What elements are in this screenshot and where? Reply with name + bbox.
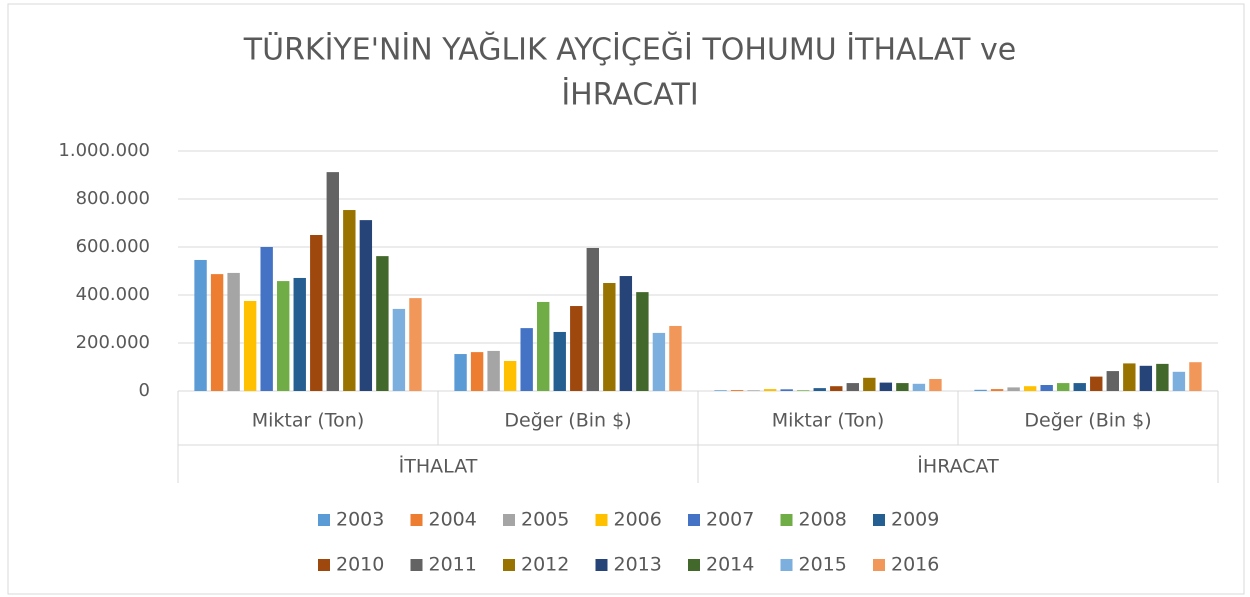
bar <box>326 172 339 391</box>
bar <box>293 277 306 391</box>
legend-swatch <box>503 514 515 526</box>
y-tick-label: 200.000 <box>76 332 150 353</box>
chart-title: İHRACATI <box>561 77 698 113</box>
legend-swatch <box>410 559 423 571</box>
bar <box>780 389 793 391</box>
y-tick-label: 800.000 <box>76 188 150 209</box>
legend-label: 2014 <box>706 554 754 576</box>
legend-swatch <box>318 559 330 571</box>
x-tick-label: Miktar (Ton) <box>772 410 885 432</box>
legend-label: 2003 <box>336 509 384 531</box>
legend-label: 2016 <box>891 554 939 576</box>
bar <box>813 388 826 391</box>
bar <box>763 389 777 391</box>
bar <box>669 325 682 391</box>
legend-label: 2011 <box>429 554 477 576</box>
legend-swatch <box>688 559 700 571</box>
legend-swatch <box>873 559 885 571</box>
bar <box>912 383 926 391</box>
legend-swatch <box>410 514 423 526</box>
category-group-label: İHRACAT <box>917 455 999 478</box>
y-tick-label: 600.000 <box>76 236 150 257</box>
bar <box>747 390 760 391</box>
y-tick-label: 400.000 <box>76 284 150 305</box>
bar <box>487 350 500 391</box>
bar <box>1040 385 1053 391</box>
bar <box>454 354 467 391</box>
bar <box>586 247 599 391</box>
bar <box>1189 362 1202 391</box>
legend-label: 2005 <box>521 509 569 531</box>
bar <box>1007 387 1020 391</box>
bar <box>227 272 240 391</box>
bar <box>714 390 727 391</box>
bar <box>260 247 273 391</box>
category-group-label: İTHALAT <box>399 455 478 478</box>
legend-label: 2007 <box>706 509 754 531</box>
legend-label: 2010 <box>336 554 384 576</box>
bar <box>1090 376 1103 391</box>
legend-label: 2004 <box>429 509 477 531</box>
bar <box>619 276 633 391</box>
y-tick-label: 0 <box>139 380 150 401</box>
x-tick-label: Değer (Bin $) <box>504 410 631 432</box>
legend-swatch <box>595 514 608 526</box>
legend-swatch <box>318 514 330 526</box>
bar <box>470 352 484 391</box>
chart-title: TÜRKİYE'NİN YAĞLIK AYÇİÇEĞİ TOHUMU İTHAL… <box>243 31 1016 68</box>
bar <box>376 256 389 391</box>
legend-swatch <box>503 559 515 571</box>
legend-label: 2006 <box>614 509 662 531</box>
bar <box>194 259 207 391</box>
legend-label: 2009 <box>891 509 939 531</box>
bar <box>520 328 533 391</box>
x-tick-label: Değer (Bin $) <box>1024 410 1151 432</box>
legend-label: 2012 <box>521 554 569 576</box>
legend-swatch <box>780 559 793 571</box>
bar <box>570 306 583 391</box>
bar <box>990 389 1004 391</box>
bar <box>243 301 257 391</box>
bar <box>929 379 942 391</box>
bar <box>359 220 373 391</box>
y-tick-label: 1.000.000 <box>58 140 150 161</box>
bar <box>1172 371 1186 391</box>
bar <box>863 377 876 391</box>
bar <box>603 283 616 391</box>
bar <box>1123 363 1136 391</box>
bar <box>1139 365 1153 391</box>
bar <box>503 361 517 391</box>
legend-swatch <box>688 514 700 526</box>
legend-swatch <box>780 514 793 526</box>
bar <box>652 332 666 391</box>
bar <box>846 383 859 391</box>
bar <box>730 390 744 391</box>
x-tick-label: Miktar (Ton) <box>252 410 365 432</box>
bar <box>1023 386 1037 391</box>
bar <box>896 383 909 391</box>
bar <box>1057 383 1070 391</box>
bar <box>537 301 550 391</box>
bar <box>553 331 566 391</box>
bar <box>277 281 290 391</box>
bar <box>1156 363 1169 391</box>
legend-swatch <box>595 559 608 571</box>
legend-swatch <box>873 514 885 526</box>
legend-label: 2013 <box>614 554 662 576</box>
bar <box>1106 371 1119 391</box>
bar <box>974 389 987 391</box>
bar <box>343 210 356 391</box>
bar <box>1073 383 1086 391</box>
bar <box>409 298 422 391</box>
bar <box>797 390 810 391</box>
bar <box>636 292 649 391</box>
bar <box>392 308 406 391</box>
bar <box>879 382 893 391</box>
bar <box>210 274 224 391</box>
bar <box>830 386 843 391</box>
legend-label: 2008 <box>799 509 847 531</box>
legend-label: 2015 <box>799 554 847 576</box>
bar <box>310 235 323 391</box>
